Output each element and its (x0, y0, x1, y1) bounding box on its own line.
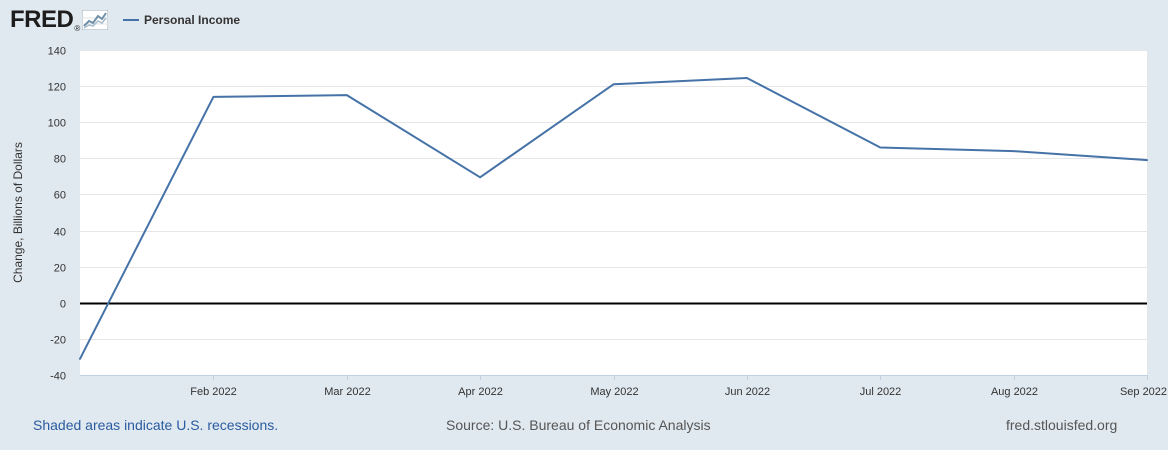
y-tick-label: -40 (50, 371, 66, 383)
x-tick-label: Feb 2022 (190, 386, 236, 398)
trend-chart-icon (82, 10, 109, 30)
x-tick-label: Sep 2022 (1120, 386, 1167, 398)
y-tick-label: 40 (54, 227, 66, 239)
x-tick-label: Apr 2022 (458, 386, 503, 398)
y-tick-label: 140 (48, 46, 66, 58)
x-tick-label: Aug 2022 (991, 386, 1038, 398)
recession-note-link[interactable]: Shaded areas indicate U.S. recessions. (33, 417, 279, 433)
logo-registered-mark: ® (74, 23, 81, 33)
legend-swatch (123, 19, 139, 21)
source-note: Source: U.S. Bureau of Economic Analysis (446, 417, 711, 433)
x-tick-label: Jun 2022 (725, 386, 770, 398)
y-tick-label: 120 (48, 82, 66, 94)
y-tick-label: -20 (50, 335, 66, 347)
site-link[interactable]: fred.stlouisfed.org (1006, 417, 1118, 433)
plot-area (80, 50, 1147, 375)
y-tick-label: 20 (54, 263, 66, 275)
y-tick-label: 60 (54, 190, 66, 202)
y-tick-label: 100 (48, 118, 66, 130)
x-tick-label: Mar 2022 (324, 386, 370, 398)
x-tick-label: Jul 2022 (860, 386, 902, 398)
legend[interactable]: Personal Income (123, 12, 240, 28)
fred-logo[interactable]: FRED ® (10, 6, 109, 34)
legend-label: Personal Income (144, 13, 241, 27)
x-tick-label: May 2022 (590, 386, 638, 398)
y-tick-label: 80 (54, 154, 66, 166)
y-tick-label: 0 (60, 299, 66, 311)
y-axis-title: Change, Billions of Dollars (11, 142, 25, 283)
logo-text: FRED (10, 6, 74, 33)
